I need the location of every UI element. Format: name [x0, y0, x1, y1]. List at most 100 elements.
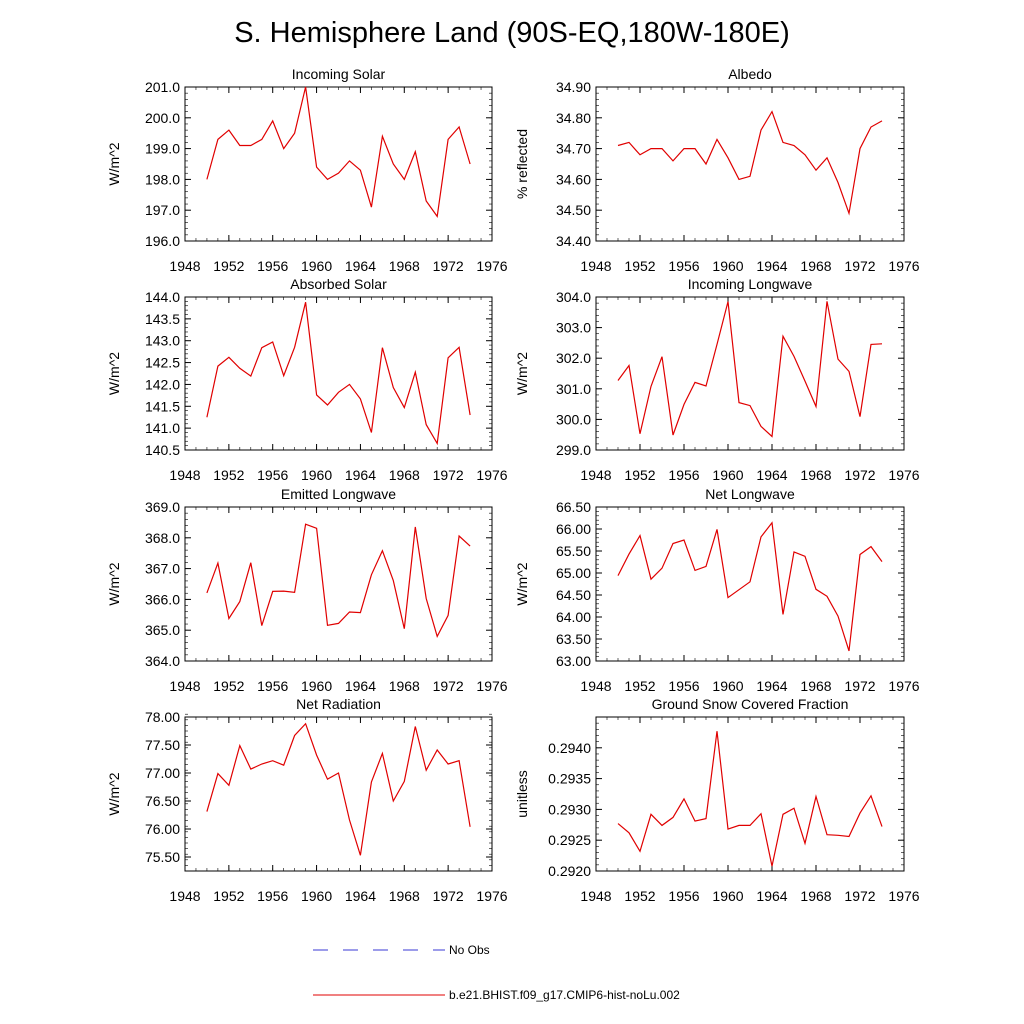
y-tick-label: 64.50: [556, 587, 591, 603]
y-tick-label: 76.00: [145, 821, 180, 837]
x-tick-label: 1972: [433, 678, 464, 694]
x-tick-label: 1948: [580, 467, 611, 483]
x-tick-label: 1968: [389, 467, 420, 483]
x-tick-label: 1964: [345, 467, 376, 483]
y-tick-label: 201.0: [145, 79, 180, 95]
x-tick-label: 1968: [800, 678, 831, 694]
x-tick-label: 1976: [888, 467, 919, 483]
x-tick-label: 1948: [169, 678, 200, 694]
x-tick-label: 1964: [756, 467, 787, 483]
x-tick-label: 1972: [844, 888, 875, 904]
chart-panel: 1948 1952 1956 1960 1964 1968 1972 1976 75.50 76.…: [106, 696, 508, 904]
x-tick-label: 1956: [257, 258, 288, 274]
panel-title: Albedo: [728, 66, 772, 82]
x-tick-label: 1968: [800, 888, 831, 904]
series-line: [617, 301, 883, 438]
chart-panel: 1948 1952 1956 1960 1964 1968 1972 1976 196.0 197…: [106, 66, 508, 274]
y-tick-label: 65.50: [556, 543, 591, 559]
x-tick-label: 1968: [389, 678, 420, 694]
y-tick-label: 34.50: [556, 202, 591, 218]
y-tick-label: 198.0: [145, 171, 180, 187]
y-tick-label: 143.0: [145, 333, 180, 349]
plot-frame: [184, 86, 493, 242]
y-tick-label: 0.2920: [548, 863, 591, 879]
y-tick-label: 200.0: [145, 110, 180, 126]
x-tick-label: 1976: [888, 888, 919, 904]
chart-panel: 1948 1952 1956 1960 1964 1968 1972 1976 34.40 34.…: [514, 66, 920, 274]
x-tick-label: 1976: [476, 258, 507, 274]
x-tick-label: 1952: [624, 678, 655, 694]
x-tick-label: 1976: [888, 258, 919, 274]
x-tick-label: 1964: [756, 678, 787, 694]
panel-title: Incoming Longwave: [688, 276, 813, 292]
x-tick-label: 1972: [433, 258, 464, 274]
y-tick-label: 304.0: [556, 289, 591, 305]
x-tick-label: 1960: [712, 467, 743, 483]
y-tick-label: 63.50: [556, 631, 591, 647]
y-tick-label: 0.2940: [548, 740, 591, 756]
y-tick-label: 367.0: [145, 561, 180, 577]
y-tick-label: 142.0: [145, 376, 180, 392]
plot-frame: [184, 716, 493, 872]
chart-panel: 1948 1952 1956 1960 1964 1968 1972 1976 140.5 141…: [106, 276, 508, 483]
x-tick-label: 1948: [580, 888, 611, 904]
x-tick-label: 1968: [389, 888, 420, 904]
panel-title: Net Longwave: [705, 486, 795, 502]
figure-title: S. Hemisphere Land (90S-EQ,180W-180E): [234, 17, 790, 49]
x-tick-label: 1964: [345, 678, 376, 694]
y-tick-label: 199.0: [145, 141, 180, 157]
y-tick-label: 301.0: [556, 381, 591, 397]
series-line: [206, 302, 471, 446]
chart-panel: 1948 1952 1956 1960 1964 1968 1972 1976 0.2920 0.…: [514, 696, 920, 904]
y-axis-label: W/m^2: [514, 352, 530, 395]
x-tick-label: 1956: [668, 678, 699, 694]
x-tick-label: 1948: [169, 258, 200, 274]
y-tick-label: 34.80: [556, 110, 591, 126]
y-tick-label: 140.5: [145, 442, 180, 458]
x-tick-label: 1948: [169, 888, 200, 904]
x-tick-label: 1960: [301, 678, 332, 694]
x-tick-label: 1960: [712, 888, 743, 904]
x-tick-label: 1972: [433, 888, 464, 904]
panels-group: 1948 1952 1956 1960 1964 1968 1972 1976 196.0 197…: [106, 66, 920, 904]
x-tick-label: 1972: [844, 467, 875, 483]
y-tick-label: 141.0: [145, 420, 180, 436]
x-tick-label: 1956: [668, 258, 699, 274]
x-tick-label: 1952: [624, 258, 655, 274]
y-tick-label: 63.00: [556, 653, 591, 669]
x-tick-label: 1964: [345, 888, 376, 904]
y-tick-label: 365.0: [145, 622, 180, 638]
x-tick-label: 1952: [213, 258, 244, 274]
y-axis-label: unitless: [514, 770, 530, 817]
x-tick-label: 1976: [476, 678, 507, 694]
y-tick-label: 366.0: [145, 591, 180, 607]
y-tick-label: 77.50: [145, 737, 180, 753]
y-tick-label: 364.0: [145, 653, 180, 669]
x-tick-label: 1968: [389, 258, 420, 274]
plot-frame: [184, 506, 493, 662]
plot-frame: [184, 296, 493, 451]
x-tick-label: 1956: [257, 678, 288, 694]
y-tick-label: 143.5: [145, 311, 180, 327]
x-tick-label: 1960: [712, 678, 743, 694]
y-tick-label: 77.00: [145, 765, 180, 781]
y-axis-label: W/m^2: [106, 352, 122, 395]
y-tick-label: 302.0: [556, 350, 591, 366]
y-tick-label: 75.50: [145, 849, 180, 865]
x-tick-label: 1952: [213, 467, 244, 483]
y-tick-label: 197.0: [145, 202, 180, 218]
x-tick-label: 1960: [301, 888, 332, 904]
panel-title: Absorbed Solar: [290, 276, 387, 292]
y-axis-label: W/m^2: [514, 562, 530, 605]
y-tick-label: 196.0: [145, 233, 180, 249]
y-tick-label: 368.0: [145, 530, 180, 546]
x-tick-label: 1948: [169, 467, 200, 483]
y-tick-label: 144.0: [145, 289, 180, 305]
x-tick-label: 1972: [844, 678, 875, 694]
y-tick-label: 141.5: [145, 398, 180, 414]
y-axis-label: W/m^2: [106, 562, 122, 605]
y-axis-label: W/m^2: [106, 142, 122, 185]
y-tick-label: 66.50: [556, 499, 591, 515]
x-tick-label: 1952: [624, 888, 655, 904]
x-tick-label: 1976: [476, 888, 507, 904]
